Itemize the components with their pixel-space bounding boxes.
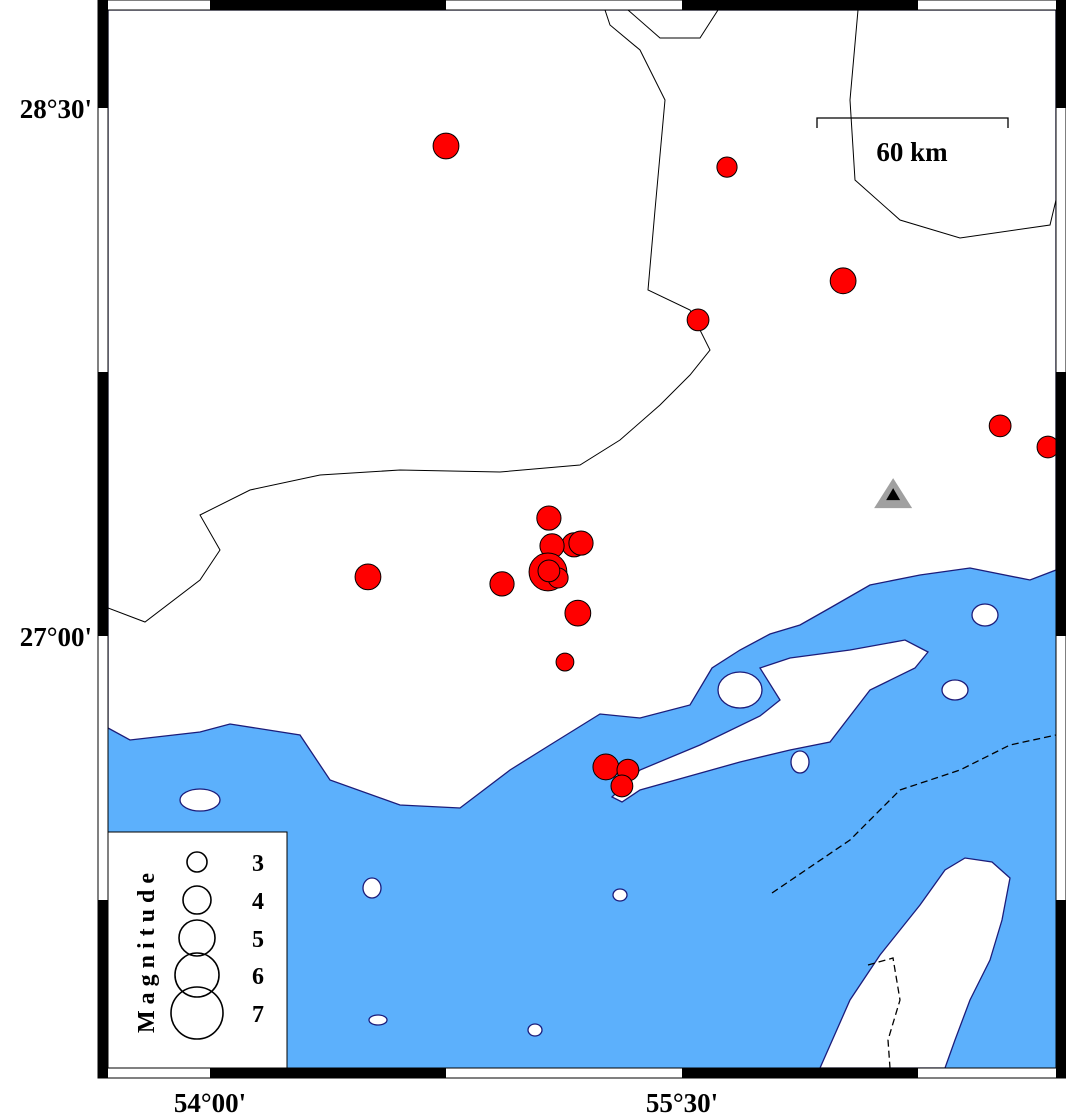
legend: Magnitude 3 4 5 6 7 xyxy=(107,831,288,1069)
legend-title: Magnitude xyxy=(134,867,160,1033)
island xyxy=(527,1023,543,1037)
triangle-icon xyxy=(886,488,901,501)
maritime-boundary xyxy=(771,734,1056,1068)
earthquake-event xyxy=(537,559,561,583)
qeshm-island xyxy=(610,639,930,803)
island xyxy=(368,1014,388,1026)
earthquake-event xyxy=(716,156,738,178)
frame-bar xyxy=(98,372,108,636)
station-marker xyxy=(874,478,913,509)
legend-circle xyxy=(170,986,224,1040)
frame-bar xyxy=(1056,372,1066,636)
legend-circle xyxy=(174,952,220,998)
legend-label: 4 xyxy=(252,889,264,915)
mainland xyxy=(108,10,1056,809)
island xyxy=(612,888,628,902)
legend-circle xyxy=(178,919,216,957)
earthquake-event xyxy=(354,563,382,591)
earthquake-event xyxy=(432,132,460,160)
island xyxy=(971,603,999,627)
frame-bar xyxy=(98,900,108,1078)
frame-bar xyxy=(682,0,918,10)
island xyxy=(790,750,810,774)
earthquake-event xyxy=(988,414,1012,438)
legend-label: 3 xyxy=(252,851,264,877)
earthquake-event xyxy=(536,505,562,531)
legend-label: 7 xyxy=(252,1002,264,1028)
legend-label: 5 xyxy=(252,927,264,953)
small-islands xyxy=(179,603,999,1037)
earthquake-event xyxy=(489,571,515,597)
earthquake-event xyxy=(568,530,594,556)
x-tick-label: 54°00' xyxy=(174,1088,246,1117)
legend-circle xyxy=(182,885,212,915)
tick-labels: 54°00' 55°30' 28°30' 27°00' xyxy=(20,94,718,1117)
earthquake-event xyxy=(829,267,857,295)
frame-bar xyxy=(1056,0,1066,108)
island xyxy=(362,877,382,899)
island xyxy=(941,679,969,701)
earthquake-event xyxy=(564,599,592,627)
frame-bar xyxy=(1056,900,1066,1078)
map-frame xyxy=(97,0,1066,1079)
borders xyxy=(108,10,1056,623)
earthquake-event xyxy=(686,308,710,332)
earthquake-event xyxy=(592,753,620,781)
scale-bar: 60 km xyxy=(816,117,1009,167)
y-tick-label: 28°30' xyxy=(20,94,92,124)
earthquake-events xyxy=(354,132,1056,798)
island xyxy=(717,671,763,709)
musandam-peninsula xyxy=(819,857,1011,1068)
x-tick-label: 55°30' xyxy=(646,1088,718,1117)
island xyxy=(179,788,221,812)
legend-label: 6 xyxy=(252,964,264,990)
frame-bar xyxy=(210,1068,446,1078)
scale-bar-label: 60 km xyxy=(876,137,948,167)
frame-bar xyxy=(210,0,446,10)
earthquake-event xyxy=(1036,435,1056,459)
y-tick-label: 27°00' xyxy=(20,622,92,652)
earthquake-event xyxy=(555,652,575,672)
frame-bar xyxy=(98,0,108,108)
earthquake-event xyxy=(610,774,634,798)
frame-bar xyxy=(682,1068,918,1078)
legend-circle xyxy=(186,851,208,873)
